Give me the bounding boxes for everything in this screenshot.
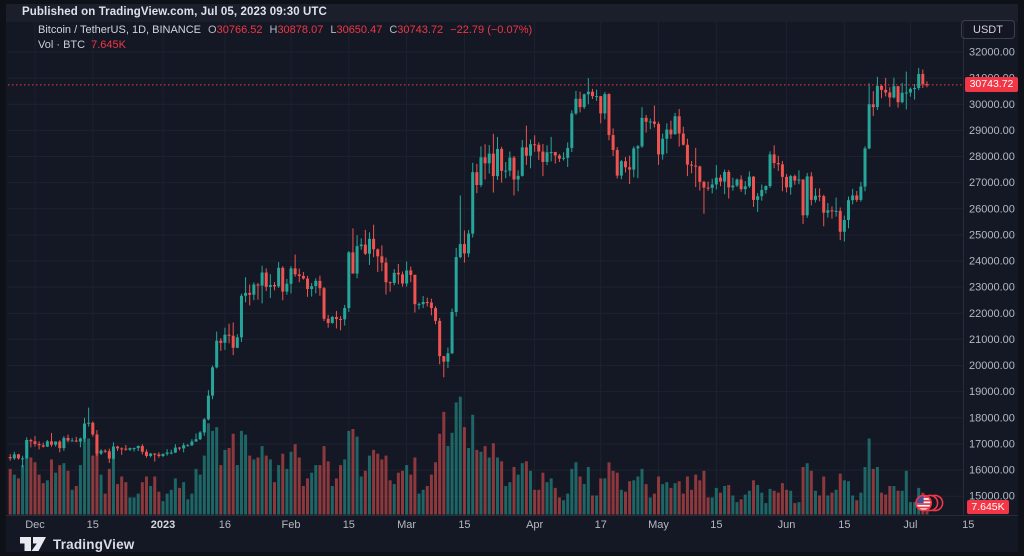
legend: Bitcoin / TetherUS, 1D, BINANCE O30766.52… bbox=[38, 23, 532, 53]
price-tick-label: 16000.00 bbox=[969, 465, 1015, 477]
price-tick-label: 18000.00 bbox=[969, 412, 1015, 424]
time-tick-label: Jun bbox=[778, 519, 796, 531]
ohlc-value: 30650.47 bbox=[336, 24, 383, 36]
candles bbox=[8, 67, 929, 468]
change-value: −22.79 (−0.07%) bbox=[450, 24, 533, 36]
time-tick-label: 2023 bbox=[151, 519, 175, 531]
tradingview-logo-icon[interactable] bbox=[20, 536, 46, 552]
time-tick-label: 15 bbox=[458, 519, 470, 531]
ohlc-value: 30878.07 bbox=[277, 24, 324, 36]
time-tick-label: Jul bbox=[903, 519, 917, 531]
price-tick-label: 22000.00 bbox=[969, 308, 1015, 320]
published-text: Published on TradingView.com, Jul 05, 20… bbox=[22, 6, 327, 18]
symbol-title: Bitcoin / TetherUS, 1D, BINANCE bbox=[38, 24, 202, 36]
price-tick-label: 20000.00 bbox=[969, 360, 1015, 372]
price-tick-label: 32000.00 bbox=[969, 47, 1015, 59]
price-tick-label: 29000.00 bbox=[969, 125, 1015, 137]
time-axis[interactable]: Dec 15 2023 16 Feb 15 Mar 15 Apr 17 May 15 Jun 15 Jul 1… bbox=[25, 519, 974, 531]
time-tick-label: Dec bbox=[25, 519, 45, 531]
price-tick-label: 23000.00 bbox=[969, 282, 1015, 294]
ohlc-values: O30766.52 H30878.07 L30650.47 C30743.72 bbox=[201, 24, 443, 36]
price-tick-label: 19000.00 bbox=[969, 386, 1015, 398]
time-tick-label: 15 bbox=[710, 519, 722, 531]
ohlc-value: 30743.72 bbox=[397, 24, 444, 36]
price-tick-label: 15000.00 bbox=[969, 491, 1015, 503]
time-tick-label: Feb bbox=[282, 519, 301, 531]
time-tick-label: 17 bbox=[595, 519, 607, 531]
price-tick-label: 24000.00 bbox=[969, 256, 1015, 268]
time-tick-label: 15 bbox=[962, 519, 974, 531]
ohlc-key: H bbox=[269, 24, 278, 36]
volume-histogram bbox=[8, 396, 929, 515]
ohlc-key: C bbox=[389, 24, 398, 36]
volume-value: 7.645K bbox=[91, 39, 126, 51]
currency-usdt-button[interactable]: USDT bbox=[961, 20, 1015, 39]
time-tick-label: 15 bbox=[343, 519, 355, 531]
price-tick-label: 25000.00 bbox=[969, 229, 1015, 241]
time-tick-label: Mar bbox=[397, 519, 416, 531]
current-volume-badge: 7.645K bbox=[967, 500, 1009, 514]
price-tick-label: 21000.00 bbox=[969, 334, 1015, 346]
ohlc-key: O bbox=[208, 24, 217, 36]
legend-line-1: Bitcoin / TetherUS, 1D, BINANCE O30766.52… bbox=[38, 23, 532, 38]
price-tick-label: 17000.00 bbox=[969, 438, 1015, 450]
current-price-badge: 30743.72 bbox=[965, 77, 1018, 93]
footer-branding: TradingView bbox=[20, 536, 134, 552]
time-tick-label: 16 bbox=[219, 519, 231, 531]
time-tick-label: May bbox=[648, 519, 669, 531]
volume-label: Vol · BTC bbox=[38, 39, 86, 51]
price-tick-label: 28000.00 bbox=[969, 151, 1015, 163]
ohlc-key: L bbox=[330, 24, 337, 36]
legend-line-2: Vol · BTC 7.645K bbox=[38, 38, 532, 53]
price-tick-label: 27000.00 bbox=[969, 177, 1015, 189]
price-axis[interactable]: 32000.0031000.0030000.0029000.0028000.00… bbox=[969, 47, 1015, 503]
tradingview-brand-text[interactable]: TradingView bbox=[53, 536, 135, 552]
price-tick-label: 30000.00 bbox=[969, 99, 1015, 111]
time-tick-label: 15 bbox=[838, 519, 850, 531]
ohlc-value: 30766.52 bbox=[216, 24, 263, 36]
us-flag-economic-events-icon[interactable] bbox=[914, 493, 944, 513]
price-tick-label: 26000.00 bbox=[969, 203, 1015, 215]
time-tick-label: Apr bbox=[526, 519, 543, 531]
time-tick-label: 15 bbox=[87, 519, 99, 531]
